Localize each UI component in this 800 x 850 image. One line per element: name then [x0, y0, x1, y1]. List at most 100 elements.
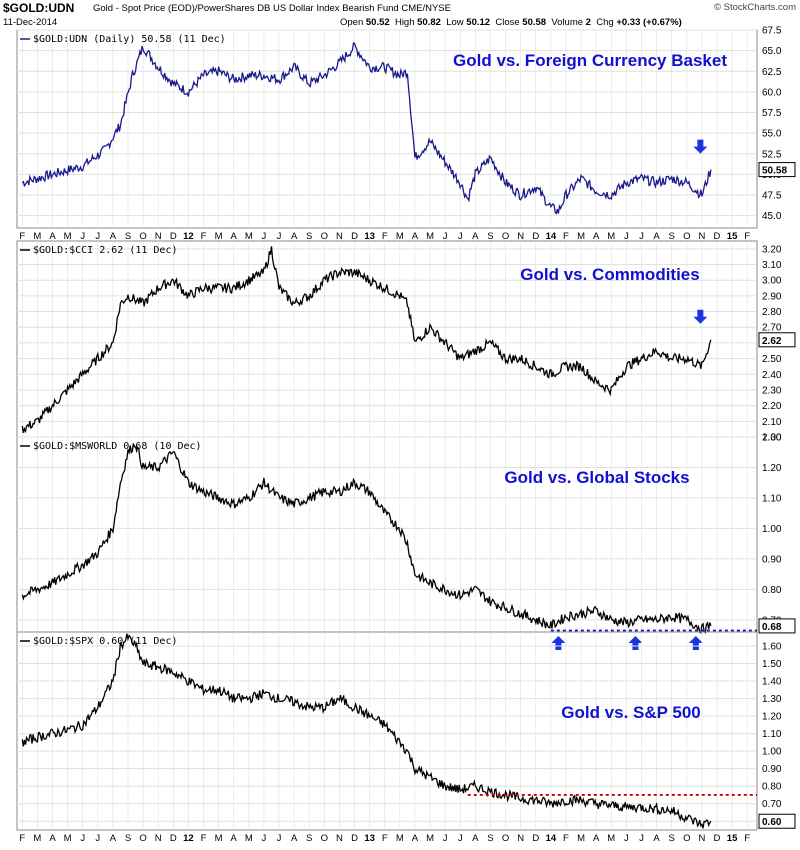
- panel-frame: [16, 631, 758, 831]
- x-tick-label: J: [458, 833, 463, 844]
- x-tick-label: A: [472, 231, 479, 242]
- x-tick-label: M: [426, 231, 434, 242]
- y-tick-label: 2.20: [762, 401, 782, 412]
- y-tick-label: 65.0: [762, 46, 782, 57]
- y-tick-label: 2.40: [762, 370, 782, 381]
- x-tick-label: 12: [183, 833, 194, 844]
- y-tick-label: 0.90: [762, 764, 782, 775]
- x-tick-label: A: [231, 833, 238, 844]
- x-tick-label: A: [593, 833, 600, 844]
- x-tick-label: 15: [727, 231, 738, 242]
- x-tick-label: M: [245, 231, 253, 242]
- panel-legend: $GOLD:UDN (Daily) 50.58 (11 Dec): [33, 34, 226, 45]
- y-tick-label: 0.90: [762, 554, 782, 565]
- x-tick-label: D: [170, 231, 177, 242]
- y-tick-label: 2.50: [762, 354, 782, 365]
- y-tick-label: 2.00: [762, 433, 782, 444]
- x-tick-label: 12: [183, 231, 194, 242]
- x-tick-label: O: [139, 833, 146, 844]
- x-tick-label: O: [683, 833, 690, 844]
- x-tick-label: D: [351, 833, 358, 844]
- x-tick-label: O: [321, 231, 328, 242]
- panel-legend: $GOLD:$SPX 0.60 (11 Dec): [33, 636, 178, 647]
- y-tick-label: 2.90: [762, 291, 782, 302]
- last-value-label: 0.68: [762, 622, 782, 633]
- y-tick-label: 1.00: [762, 524, 782, 535]
- x-tick-label: D: [714, 833, 721, 844]
- y-tick-label: 2.80: [762, 307, 782, 318]
- x-tick-label: J: [95, 231, 100, 242]
- x-tick-label: A: [291, 231, 298, 242]
- y-tick-label: 2.10: [762, 417, 782, 428]
- panel-title: Gold vs. Commodities: [520, 265, 699, 284]
- x-tick-label: N: [517, 833, 524, 844]
- x-tick-label: D: [351, 231, 358, 242]
- x-tick-label: D: [532, 833, 539, 844]
- ticker-symbol: $GOLD:UDN: [3, 1, 75, 15]
- x-tick-label: N: [336, 833, 343, 844]
- x-tick-label: 13: [364, 833, 375, 844]
- y-tick-label: 1.30: [762, 433, 782, 444]
- x-tick-label: N: [517, 231, 524, 242]
- last-value-box: [758, 618, 796, 634]
- x-tick-label: N: [698, 231, 705, 242]
- y-tick-label: 52.5: [762, 149, 782, 160]
- y-tick-label: 57.5: [762, 108, 782, 119]
- y-tick-label: 67.5: [762, 26, 782, 37]
- y-tick-label: 1.10: [762, 729, 782, 740]
- x-tick-label: M: [215, 833, 223, 844]
- x-tick-label: A: [593, 231, 600, 242]
- x-tick-label: J: [443, 231, 448, 242]
- y-tick-label: 1.60: [762, 642, 782, 653]
- x-tick-label: F: [201, 231, 207, 242]
- y-tick-label: 0.80: [762, 782, 782, 793]
- x-tick-label: J: [443, 833, 448, 844]
- x-tick-label: M: [607, 231, 615, 242]
- x-tick-label: O: [502, 231, 509, 242]
- arrow-down-icon: [693, 139, 708, 154]
- x-tick-label: 13: [364, 231, 375, 242]
- x-tick-label: F: [382, 833, 388, 844]
- chart-header: $GOLD:UDN Gold - Spot Price (EOD)/PowerS…: [0, 0, 800, 32]
- x-tick-label: 15: [727, 833, 738, 844]
- x-tick-label: S: [306, 231, 312, 242]
- x-tick-label: O: [321, 833, 328, 844]
- x-tick-label: O: [502, 833, 509, 844]
- y-tick-label: 2.30: [762, 385, 782, 396]
- panel-title: Gold vs. Foreign Currency Basket: [453, 51, 727, 70]
- x-tick-label: F: [382, 231, 388, 242]
- x-tick-label: M: [215, 231, 223, 242]
- x-tick-label: M: [426, 833, 434, 844]
- x-tick-label: A: [291, 833, 298, 844]
- x-tick-label: F: [201, 833, 207, 844]
- x-tick-label: A: [110, 833, 117, 844]
- stockcharts-brand[interactable]: © StockCharts.com: [714, 2, 796, 13]
- y-tick-label: 1.20: [762, 463, 782, 474]
- x-tick-label: N: [698, 833, 705, 844]
- x-tick-label: D: [532, 231, 539, 242]
- x-tick-label: N: [155, 231, 162, 242]
- x-tick-label: M: [607, 833, 615, 844]
- x-tick-label: A: [110, 231, 117, 242]
- x-tick-label: S: [125, 231, 131, 242]
- x-tick-label: S: [306, 833, 312, 844]
- x-tick-label: A: [412, 231, 419, 242]
- x-tick-label: M: [64, 231, 72, 242]
- y-tick-label: 60.0: [762, 87, 782, 98]
- y-tick-label: 3.20: [762, 244, 782, 255]
- arrow-down-icon: [693, 309, 708, 324]
- panel-title: Gold vs. Global Stocks: [504, 468, 689, 487]
- x-tick-label: M: [64, 833, 72, 844]
- x-tick-label: J: [624, 231, 629, 242]
- x-tick-label: S: [669, 231, 675, 242]
- x-tick-label: A: [412, 833, 419, 844]
- x-tick-label: J: [277, 833, 282, 844]
- y-tick-label: 1.20: [762, 712, 782, 723]
- y-tick-label: 47.5: [762, 191, 782, 202]
- x-tick-label: A: [472, 833, 479, 844]
- price-series: [21, 443, 712, 634]
- y-tick-label: 1.00: [762, 747, 782, 758]
- x-tick-label: J: [80, 231, 85, 242]
- panel-title: Gold vs. S&P 500: [561, 703, 701, 722]
